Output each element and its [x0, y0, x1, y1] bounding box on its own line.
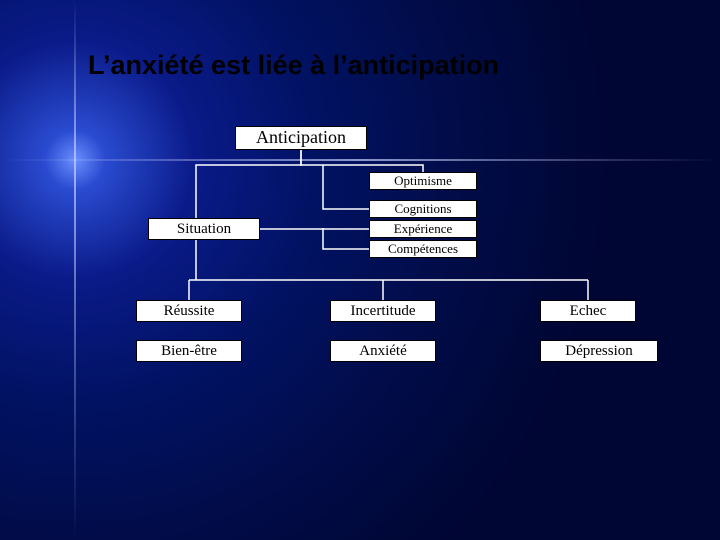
node-situation: Situation	[148, 218, 260, 240]
node-echec: Echec	[540, 300, 636, 322]
edge	[323, 165, 369, 209]
diagram-stage: L’anxiété est liée à l’anticipation Anti…	[0, 0, 720, 540]
node-anticipation: Anticipation	[235, 126, 367, 150]
node-reussite: Réussite	[136, 300, 242, 322]
node-experience: Expérience	[369, 220, 477, 238]
edge	[196, 150, 301, 218]
node-cognitions: Cognitions	[369, 200, 477, 218]
node-competences: Compétences	[369, 240, 477, 258]
edge	[301, 150, 423, 172]
node-optimisme: Optimisme	[369, 172, 477, 190]
node-incertitude: Incertitude	[330, 300, 436, 322]
edge	[323, 228, 369, 249]
page-title: L’anxiété est liée à l’anticipation	[88, 50, 499, 81]
node-bienetre: Bien-être	[136, 340, 242, 362]
connector-lines	[0, 0, 720, 540]
node-depression: Dépression	[540, 340, 658, 362]
node-anxiete: Anxiété	[330, 340, 436, 362]
